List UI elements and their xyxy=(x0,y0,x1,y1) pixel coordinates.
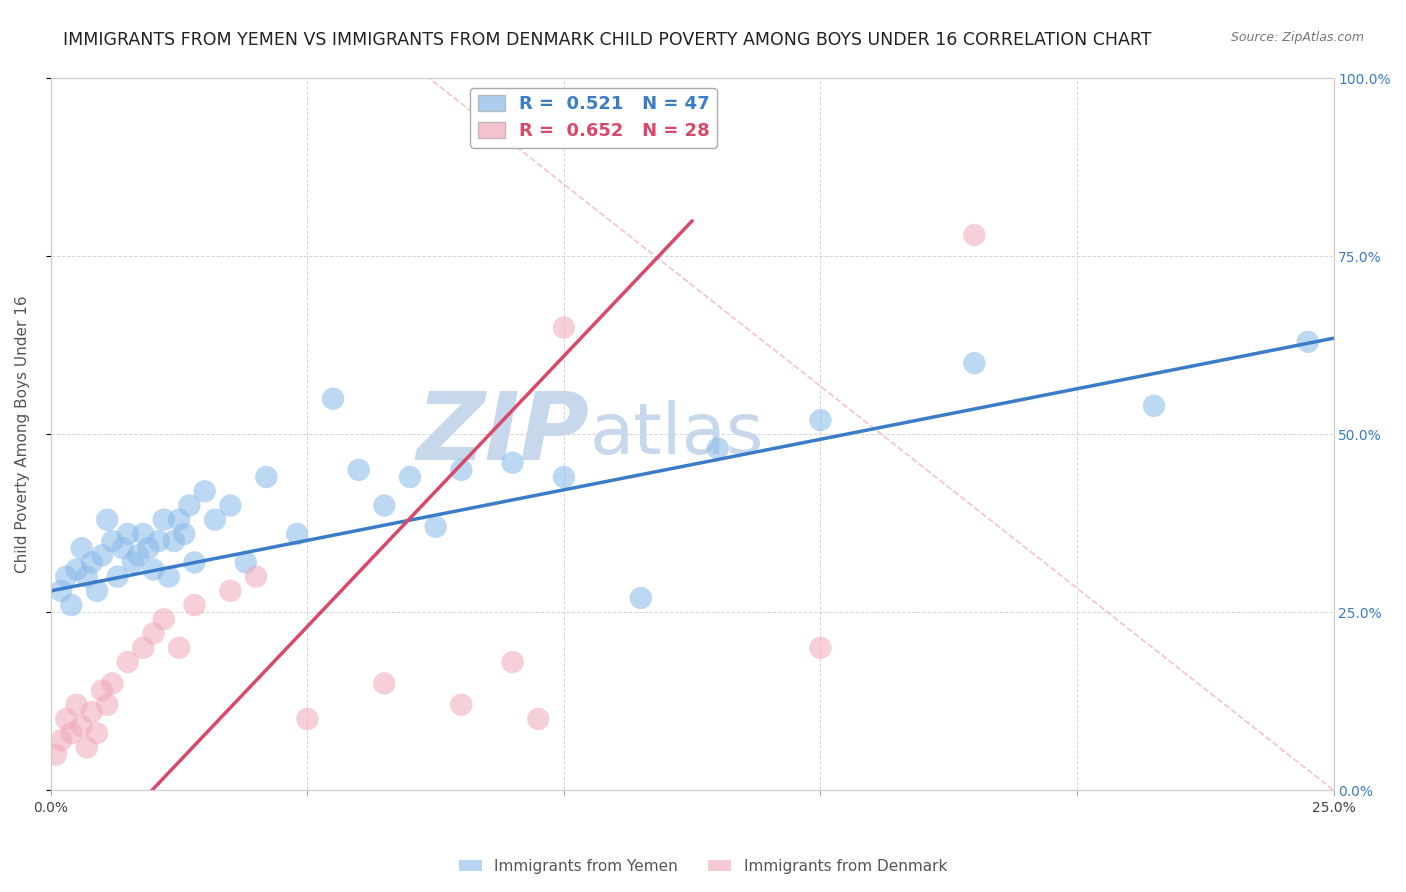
Point xyxy=(142,562,165,576)
Point xyxy=(502,456,524,470)
Point xyxy=(65,562,87,576)
Point xyxy=(167,513,190,527)
Point xyxy=(630,591,652,605)
Point xyxy=(76,569,98,583)
Point xyxy=(111,541,134,556)
Point xyxy=(707,442,730,456)
Point xyxy=(254,470,277,484)
Point xyxy=(60,726,83,740)
Point xyxy=(70,541,93,556)
Point xyxy=(101,676,124,690)
Y-axis label: Child Poverty Among Boys Under 16: Child Poverty Among Boys Under 16 xyxy=(15,295,30,574)
Text: ZIP: ZIP xyxy=(416,388,589,480)
Point xyxy=(142,626,165,640)
Point xyxy=(127,549,149,563)
Point xyxy=(553,320,575,334)
Point xyxy=(173,527,195,541)
Point xyxy=(152,612,174,626)
Point xyxy=(132,527,155,541)
Point xyxy=(502,655,524,669)
Point xyxy=(347,463,370,477)
Point xyxy=(553,470,575,484)
Point xyxy=(157,569,180,583)
Point xyxy=(219,499,242,513)
Point xyxy=(183,598,205,612)
Point xyxy=(86,583,108,598)
Point xyxy=(70,719,93,733)
Point xyxy=(96,513,118,527)
Legend: Immigrants from Yemen, Immigrants from Denmark: Immigrants from Yemen, Immigrants from D… xyxy=(453,853,953,880)
Point xyxy=(810,413,832,427)
Point xyxy=(963,356,986,370)
Point xyxy=(810,640,832,655)
Point xyxy=(80,556,103,570)
Point xyxy=(297,712,319,726)
Point xyxy=(1143,399,1166,413)
Point xyxy=(167,640,190,655)
Point xyxy=(373,499,395,513)
Point xyxy=(91,683,114,698)
Point xyxy=(107,569,129,583)
Point xyxy=(219,583,242,598)
Point xyxy=(373,676,395,690)
Point xyxy=(285,527,308,541)
Point xyxy=(91,549,114,563)
Point xyxy=(1296,334,1319,349)
Point xyxy=(450,698,472,712)
Point xyxy=(163,534,186,549)
Point xyxy=(96,698,118,712)
Point xyxy=(55,569,77,583)
Point xyxy=(322,392,344,406)
Point xyxy=(122,556,145,570)
Point xyxy=(183,556,205,570)
Point xyxy=(117,527,139,541)
Point xyxy=(194,484,217,499)
Point xyxy=(76,740,98,755)
Point xyxy=(80,705,103,719)
Point xyxy=(49,583,72,598)
Point xyxy=(148,534,170,549)
Text: atlas: atlas xyxy=(589,400,763,469)
Point xyxy=(101,534,124,549)
Point xyxy=(425,520,447,534)
Point xyxy=(399,470,422,484)
Point xyxy=(136,541,159,556)
Point xyxy=(245,569,267,583)
Point xyxy=(152,513,174,527)
Point xyxy=(86,726,108,740)
Point xyxy=(235,556,257,570)
Text: Source: ZipAtlas.com: Source: ZipAtlas.com xyxy=(1230,31,1364,45)
Point xyxy=(117,655,139,669)
Point xyxy=(132,640,155,655)
Point xyxy=(65,698,87,712)
Legend: R =  0.521   N = 47, R =  0.652   N = 28: R = 0.521 N = 47, R = 0.652 N = 28 xyxy=(471,87,717,147)
Text: IMMIGRANTS FROM YEMEN VS IMMIGRANTS FROM DENMARK CHILD POVERTY AMONG BOYS UNDER : IMMIGRANTS FROM YEMEN VS IMMIGRANTS FROM… xyxy=(63,31,1152,49)
Point xyxy=(450,463,472,477)
Point xyxy=(527,712,550,726)
Point xyxy=(179,499,201,513)
Point xyxy=(45,747,67,762)
Point xyxy=(49,733,72,747)
Point xyxy=(60,598,83,612)
Point xyxy=(963,228,986,243)
Point xyxy=(55,712,77,726)
Point xyxy=(204,513,226,527)
